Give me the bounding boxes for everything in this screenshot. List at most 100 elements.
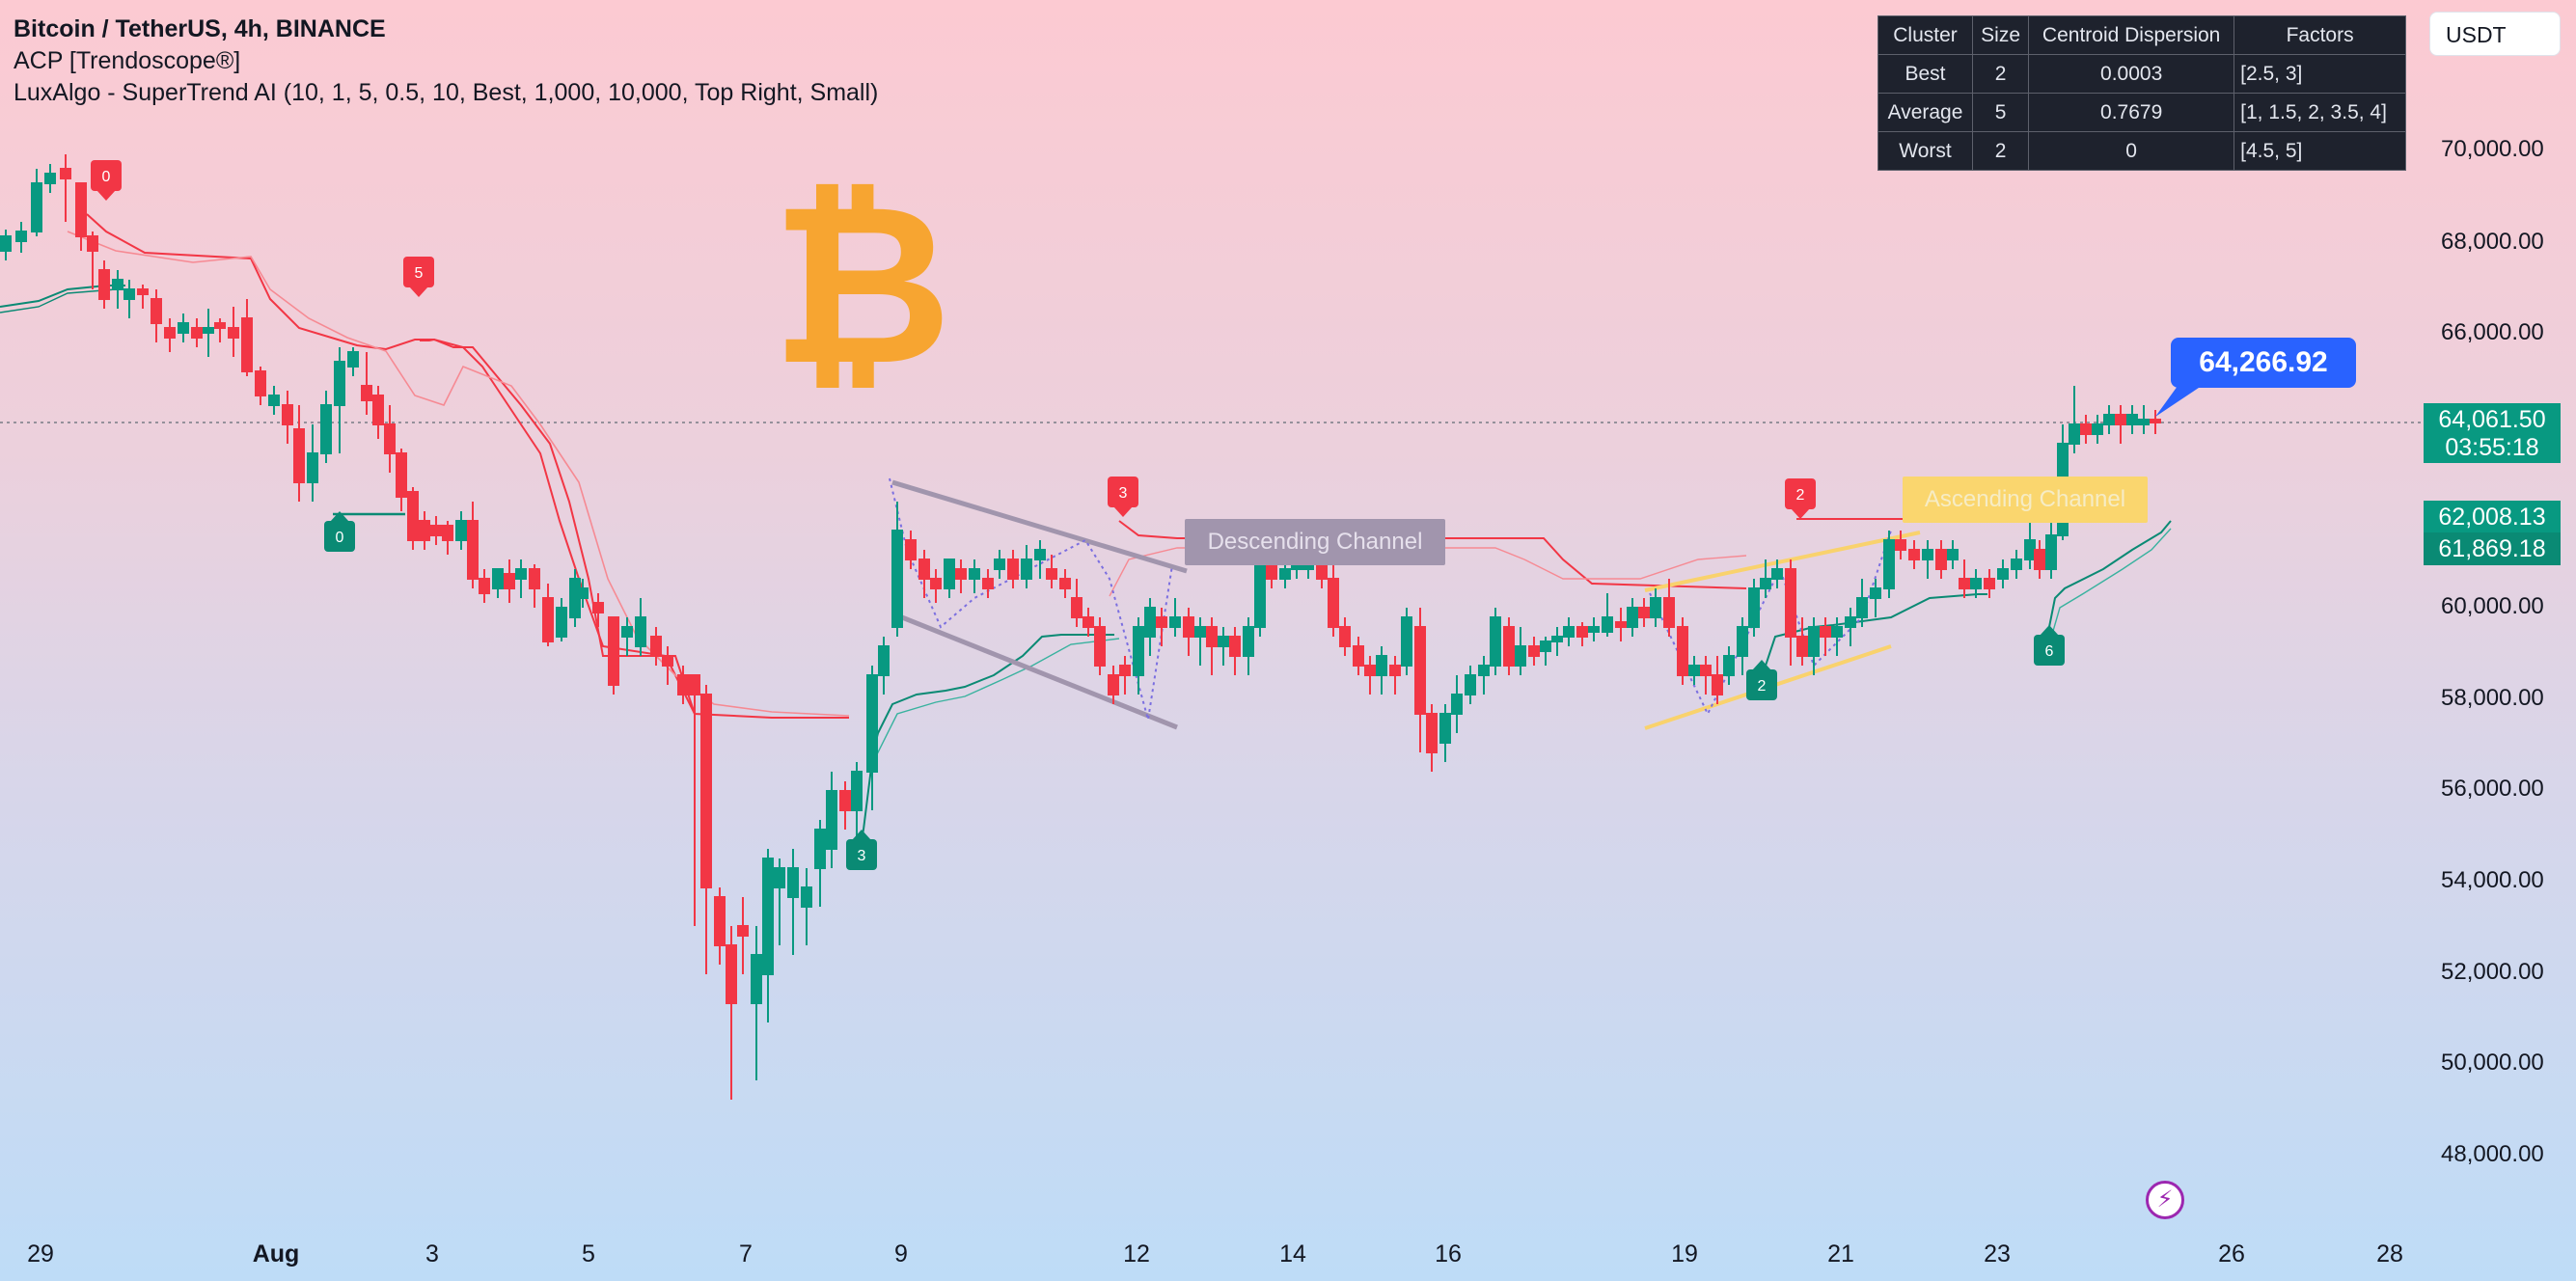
supertrend-bear-line (86, 213, 849, 719)
candle-body (0, 235, 12, 252)
candle-body (1771, 568, 1783, 580)
candle-body (1169, 616, 1181, 628)
signal-label: 3 (858, 848, 866, 864)
candle-body (178, 322, 189, 334)
signal-marker-bear[interactable]: 3 (1108, 477, 1138, 517)
supertrend-bull-line-late-2 (2048, 520, 2172, 628)
candle-body (1820, 626, 1831, 638)
y-tick-label: 58,000.00 (2441, 685, 2544, 711)
candle-body (608, 616, 619, 686)
candle-body (15, 231, 27, 242)
candle-body (1490, 616, 1501, 667)
y-tick-label: 48,000.00 (2441, 1141, 2544, 1167)
candle-body (151, 298, 162, 324)
candle-body (1959, 578, 1970, 589)
candle-body (826, 790, 837, 850)
y-tick-label: 52,000.00 (2441, 959, 2544, 985)
candle-body (1376, 655, 1387, 676)
cell-dispersion: 0 (2028, 131, 2235, 171)
signal-marker-bull[interactable]: 6 (2034, 625, 2065, 666)
cell-cluster: Worst (1877, 131, 1974, 171)
signal-marker-bull[interactable]: 3 (846, 830, 877, 870)
candle-body (1119, 665, 1131, 676)
candle-body (2011, 559, 2022, 570)
supertrend-ma-tag: 61,869.18 (2424, 532, 2561, 565)
candle-body (650, 636, 662, 657)
col-dispersion: Centroid Dispersion (2028, 15, 2235, 55)
candle-body (112, 279, 123, 290)
x-tick-label: 12 (1123, 1240, 1150, 1267)
candle-body (1551, 636, 1563, 642)
signal-marker-bear[interactable]: 2 (1785, 478, 1816, 519)
candle-body (1414, 626, 1426, 715)
lightning-icon[interactable]: ⚡ (2146, 1181, 2184, 1219)
candle-body (2092, 423, 2103, 435)
candle-body (1353, 645, 1364, 667)
indicator-supertrend[interactable]: LuxAlgo - SuperTrend AI (10, 1, 5, 0.5, … (14, 79, 879, 106)
candle-body (1144, 607, 1156, 638)
candle-body (1845, 616, 1856, 628)
candle-body (1895, 539, 1906, 551)
candle-body (2045, 534, 2057, 570)
candle-body (75, 182, 87, 237)
bitcoin-logo-icon: ₿ (771, 157, 951, 415)
indicator-acp[interactable]: ACP [Trendoscope®] (14, 47, 241, 74)
candle-body (1663, 597, 1675, 628)
cell-factors: [2.5, 3] (2233, 54, 2406, 94)
candle-body (529, 568, 540, 589)
candle-body (1515, 645, 1526, 667)
candle-body (361, 385, 372, 401)
signal-marker-bull[interactable]: 2 (1746, 660, 1777, 700)
candle-body (1229, 636, 1241, 657)
candle-body (955, 568, 967, 580)
signal-marker-bear[interactable]: 0 (91, 160, 122, 201)
cell-cluster: Best (1877, 54, 1974, 94)
candle-body (700, 694, 712, 888)
candle-body (1935, 549, 1947, 570)
x-tick-label: 16 (1435, 1240, 1462, 1267)
candle-body (1700, 665, 1712, 676)
candle-body (737, 925, 749, 937)
signal-markers: 0 5 0 3 3 2 2 6 (91, 160, 2065, 870)
signal-marker-bear[interactable]: 5 (403, 257, 434, 297)
cell-cluster: Average (1877, 93, 1974, 132)
candle-body (1528, 645, 1540, 657)
candle-body (1059, 578, 1071, 589)
candle-body (1451, 694, 1463, 715)
bar-countdown: 03:55:18 (2445, 434, 2539, 461)
candle-body (839, 790, 851, 811)
last-price-value: 64,061.50 (2438, 406, 2546, 433)
candle-body (677, 674, 689, 695)
candle-body (787, 867, 799, 898)
candle-body (293, 428, 305, 483)
price-callout[interactable]: 64,266.92 (2171, 338, 2356, 388)
candle-body (1021, 559, 1032, 580)
candle-body (1082, 616, 1094, 628)
candle-body (577, 587, 589, 599)
descending-channel-label[interactable]: Descending Channel (1185, 519, 1445, 565)
signal-label: 5 (415, 265, 424, 282)
candle-body (1856, 597, 1868, 618)
ascending-channel-label[interactable]: Ascending Channel (1903, 477, 2148, 523)
supertrend-cluster-table: Cluster Size Centroid Dispersion Factors… (1877, 15, 2406, 171)
symbol-title[interactable]: Bitcoin / TetherUS, 4h, BINANCE (14, 15, 386, 42)
candle-body (944, 559, 955, 589)
candle-body (774, 867, 785, 888)
candle-body (2080, 423, 2092, 435)
y-tick-label: 60,000.00 (2441, 593, 2544, 619)
signal-marker-bull[interactable]: 0 (324, 511, 355, 552)
candle-body (1883, 539, 1895, 589)
currency-selector[interactable]: USDT (2429, 12, 2561, 56)
ascending-channel-upper (1644, 531, 1921, 592)
candle-body (878, 645, 890, 676)
candle-body (347, 351, 359, 368)
candle-body (1206, 626, 1218, 647)
candle-body (751, 954, 762, 1004)
candle-body (982, 578, 994, 589)
candle-body (1908, 549, 1920, 560)
candle-body (1465, 674, 1476, 695)
candle-body (1737, 626, 1748, 657)
descending-channel-upper (891, 479, 1188, 574)
chart-legend: Bitcoin / TetherUS, 4h, BINANCE ACP [Tre… (14, 14, 878, 109)
